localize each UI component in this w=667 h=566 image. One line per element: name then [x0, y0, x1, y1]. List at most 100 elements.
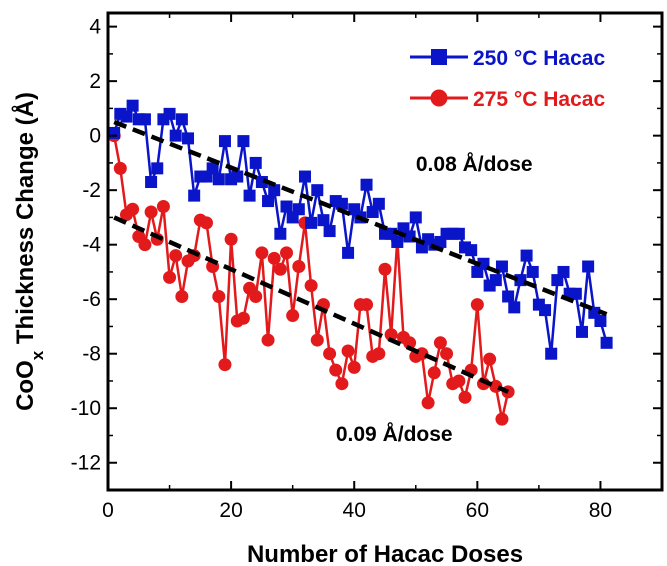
- x-axis-title: Number of Hacac Doses: [247, 541, 523, 566]
- data-point-275: [433, 336, 447, 350]
- data-point-275: [378, 262, 392, 276]
- legend-item-275: 275 °C Hacac: [410, 88, 605, 111]
- data-point-275: [255, 246, 269, 260]
- y-tick-label: -4: [82, 234, 101, 257]
- y-tick-label: -10: [71, 397, 101, 420]
- data-point-250: [311, 184, 324, 197]
- data-point-250: [108, 126, 121, 139]
- data-point-275: [483, 352, 497, 366]
- data-point-275: [212, 289, 226, 303]
- data-point-275: [341, 344, 355, 358]
- legend-square-marker: [431, 49, 447, 65]
- data-point-250: [495, 260, 508, 273]
- data-point-250: [526, 265, 539, 278]
- data-point-275: [427, 366, 441, 380]
- data-point-250: [243, 189, 256, 202]
- data-point-275: [249, 289, 263, 303]
- data-point-275: [329, 363, 343, 377]
- fit-line-1: [113, 215, 510, 394]
- data-point-275: [372, 347, 386, 361]
- data-point-275: [163, 270, 177, 284]
- legend-label-250: 250 °C Hacac: [473, 47, 605, 70]
- y-tick-label: 0: [89, 125, 101, 148]
- data-point-275: [144, 205, 158, 219]
- data-point-275: [347, 360, 361, 374]
- legend-circle-marker: [430, 89, 448, 107]
- data-point-275: [310, 333, 324, 347]
- data-point-250: [502, 290, 515, 303]
- legend-item-250: 250 °C Hacac: [410, 47, 605, 70]
- data-point-275: [280, 246, 294, 260]
- y-axis-title-subscript: x: [28, 350, 47, 360]
- data-point-275: [292, 259, 306, 273]
- data-point-250: [409, 211, 422, 224]
- data-point-275: [440, 347, 454, 361]
- data-point-250: [126, 99, 139, 112]
- data-point-275: [421, 396, 435, 410]
- data-point-250: [477, 257, 490, 270]
- data-point-275: [458, 390, 472, 404]
- data-point-275: [138, 238, 152, 252]
- legend: 250 °C Hacac 275 °C Hacac: [410, 47, 605, 111]
- data-point-250: [249, 156, 262, 169]
- y-axis-title-main: CoO: [12, 360, 39, 411]
- data-point-250: [305, 216, 318, 229]
- data-point-250: [391, 235, 404, 248]
- data-point-250: [163, 107, 176, 120]
- y-tick-label: -6: [82, 288, 101, 311]
- data-point-250: [237, 135, 250, 148]
- data-point-275: [224, 232, 238, 246]
- data-point-250: [575, 325, 588, 338]
- data-point-275: [286, 309, 300, 323]
- data-point-275: [169, 249, 183, 263]
- data-point-250: [206, 162, 219, 175]
- data-point-250: [182, 132, 195, 145]
- data-point-250: [120, 110, 133, 123]
- data-point-250: [372, 197, 385, 210]
- data-point-250: [280, 200, 293, 213]
- data-point-275: [384, 328, 398, 342]
- data-point-250: [169, 129, 182, 142]
- y-tick-label: -8: [82, 343, 101, 366]
- data-point-250: [594, 315, 607, 328]
- data-point-250: [452, 227, 465, 240]
- slope-annotation-250: 0.08 Å/dose: [416, 152, 533, 176]
- data-point-275: [470, 298, 484, 312]
- data-point-250: [175, 113, 188, 126]
- y-axis-title-rest: Thickness Change (Å): [11, 92, 39, 351]
- data-point-250: [600, 336, 613, 349]
- data-point-250: [268, 184, 281, 197]
- data-point-275: [199, 216, 213, 230]
- data-point-250: [274, 227, 287, 240]
- data-point-250: [138, 113, 151, 126]
- data-point-275: [273, 262, 287, 276]
- data-point-250: [317, 214, 330, 227]
- data-point-275: [360, 298, 374, 312]
- data-point-250: [569, 287, 582, 300]
- slope-annotation-275: 0.09 Å/dose: [336, 422, 453, 446]
- data-point-275: [403, 336, 417, 350]
- data-point-275: [267, 251, 281, 265]
- data-point-275: [323, 347, 337, 361]
- data-point-250: [508, 301, 521, 314]
- y-tick-label: 4: [89, 16, 101, 39]
- y-axis-title: CoOx Thickness Change (Å): [11, 92, 47, 411]
- x-tick-label: 0: [102, 499, 114, 522]
- data-point-250: [335, 197, 348, 210]
- data-point-275: [113, 161, 127, 175]
- data-point-275: [126, 202, 140, 216]
- data-point-250: [360, 178, 373, 191]
- data-point-275: [304, 279, 318, 293]
- data-point-275: [452, 374, 466, 388]
- data-point-250: [231, 170, 244, 183]
- data-point-250: [262, 195, 275, 208]
- x-tick-label: 40: [343, 499, 366, 522]
- data-point-250: [582, 260, 595, 273]
- data-point-250: [465, 244, 478, 257]
- data-point-275: [218, 358, 232, 372]
- data-point-250: [342, 246, 355, 259]
- data-point-250: [557, 265, 570, 278]
- y-tick-label: -12: [71, 452, 101, 475]
